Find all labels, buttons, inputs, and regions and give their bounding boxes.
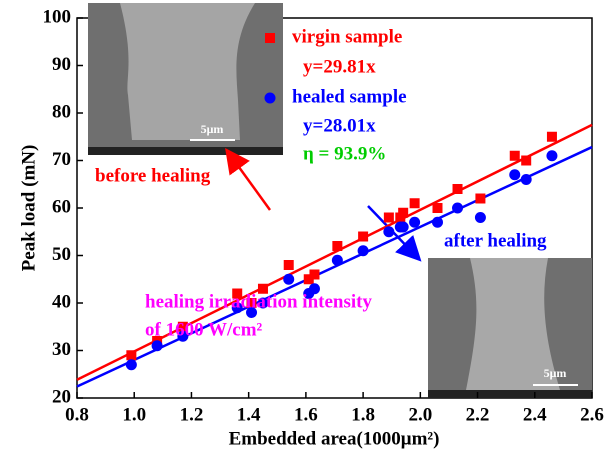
annotation: before healing	[95, 165, 211, 186]
scale-label: 5μm	[201, 122, 224, 136]
point	[546, 131, 557, 142]
inset-bar	[88, 147, 283, 155]
point	[177, 330, 189, 342]
point	[232, 288, 243, 299]
point	[383, 212, 394, 223]
point	[257, 283, 268, 294]
annotation: healing irradiation intensity	[145, 291, 372, 312]
y-tick-label: 60	[52, 196, 71, 217]
point	[409, 216, 421, 228]
legend-marker	[264, 92, 276, 104]
y-tick-label: 40	[52, 291, 71, 312]
point	[452, 184, 463, 194]
legend-label: healed sample	[292, 86, 407, 107]
x-tick-label: 0.8	[65, 404, 89, 425]
point	[257, 297, 269, 309]
point	[309, 269, 320, 280]
x-axis-title: Embedded area(1000μm²)	[229, 428, 440, 449]
point	[283, 273, 295, 285]
legend-label: virgin sample	[292, 26, 402, 47]
annotation: y=28.01x	[303, 115, 376, 136]
point	[521, 155, 532, 166]
x-tick-label: 1.8	[351, 404, 375, 425]
point	[397, 221, 409, 233]
inset-bar	[428, 390, 592, 398]
point	[125, 359, 137, 371]
annotation: y=29.81x	[303, 56, 376, 77]
point	[177, 321, 188, 332]
annotation: of 1600 W/cm²	[145, 319, 263, 340]
y-axis-title: Peak load (mN)	[18, 145, 39, 272]
point	[509, 150, 520, 161]
inset-shape	[120, 3, 255, 140]
point	[283, 260, 294, 270]
fit-line	[76, 123, 593, 381]
point	[331, 254, 343, 266]
fit-line	[76, 145, 593, 388]
point	[332, 241, 343, 251]
x-tick-label: 1.2	[180, 404, 204, 425]
point	[432, 216, 443, 228]
point	[126, 350, 137, 361]
x-tick-label: 1.0	[122, 404, 146, 425]
scale-label: 5μm	[544, 366, 567, 380]
point	[432, 203, 443, 213]
y-tick-label: 100	[43, 6, 72, 27]
point	[246, 307, 258, 318]
x-tick-label: 2.4	[523, 404, 547, 425]
y-tick-label: 20	[52, 386, 71, 407]
point	[358, 231, 369, 242]
x-tick-label: 2.2	[466, 404, 490, 425]
point	[151, 340, 163, 352]
y-tick-label: 70	[52, 149, 71, 170]
point	[475, 193, 486, 204]
point	[546, 150, 558, 162]
point	[308, 283, 320, 295]
point	[303, 274, 314, 285]
point	[452, 202, 464, 214]
y-tick-label: 30	[52, 339, 71, 360]
point	[357, 245, 369, 257]
point	[398, 207, 409, 218]
point	[474, 212, 486, 223]
x-tick-label: 2.6	[580, 404, 604, 425]
point	[509, 169, 521, 181]
annotation: η = 93.9%	[303, 143, 386, 164]
arrow	[225, 147, 272, 211]
point	[520, 174, 532, 185]
y-tick-label: 90	[52, 54, 71, 75]
y-tick-label: 80	[52, 101, 71, 122]
point	[383, 226, 395, 238]
y-tick-label: 50	[52, 244, 71, 265]
legend-marker	[265, 33, 275, 43]
point	[409, 198, 420, 209]
point	[246, 298, 257, 308]
point	[231, 302, 243, 314]
x-tick-label: 1.6	[294, 404, 318, 425]
insets	[88, 3, 592, 398]
x-tick-label: 2.0	[408, 404, 432, 425]
inset-shape	[466, 258, 560, 390]
x-tick-label: 1.4	[237, 404, 261, 425]
annotation: after healing	[444, 230, 547, 251]
